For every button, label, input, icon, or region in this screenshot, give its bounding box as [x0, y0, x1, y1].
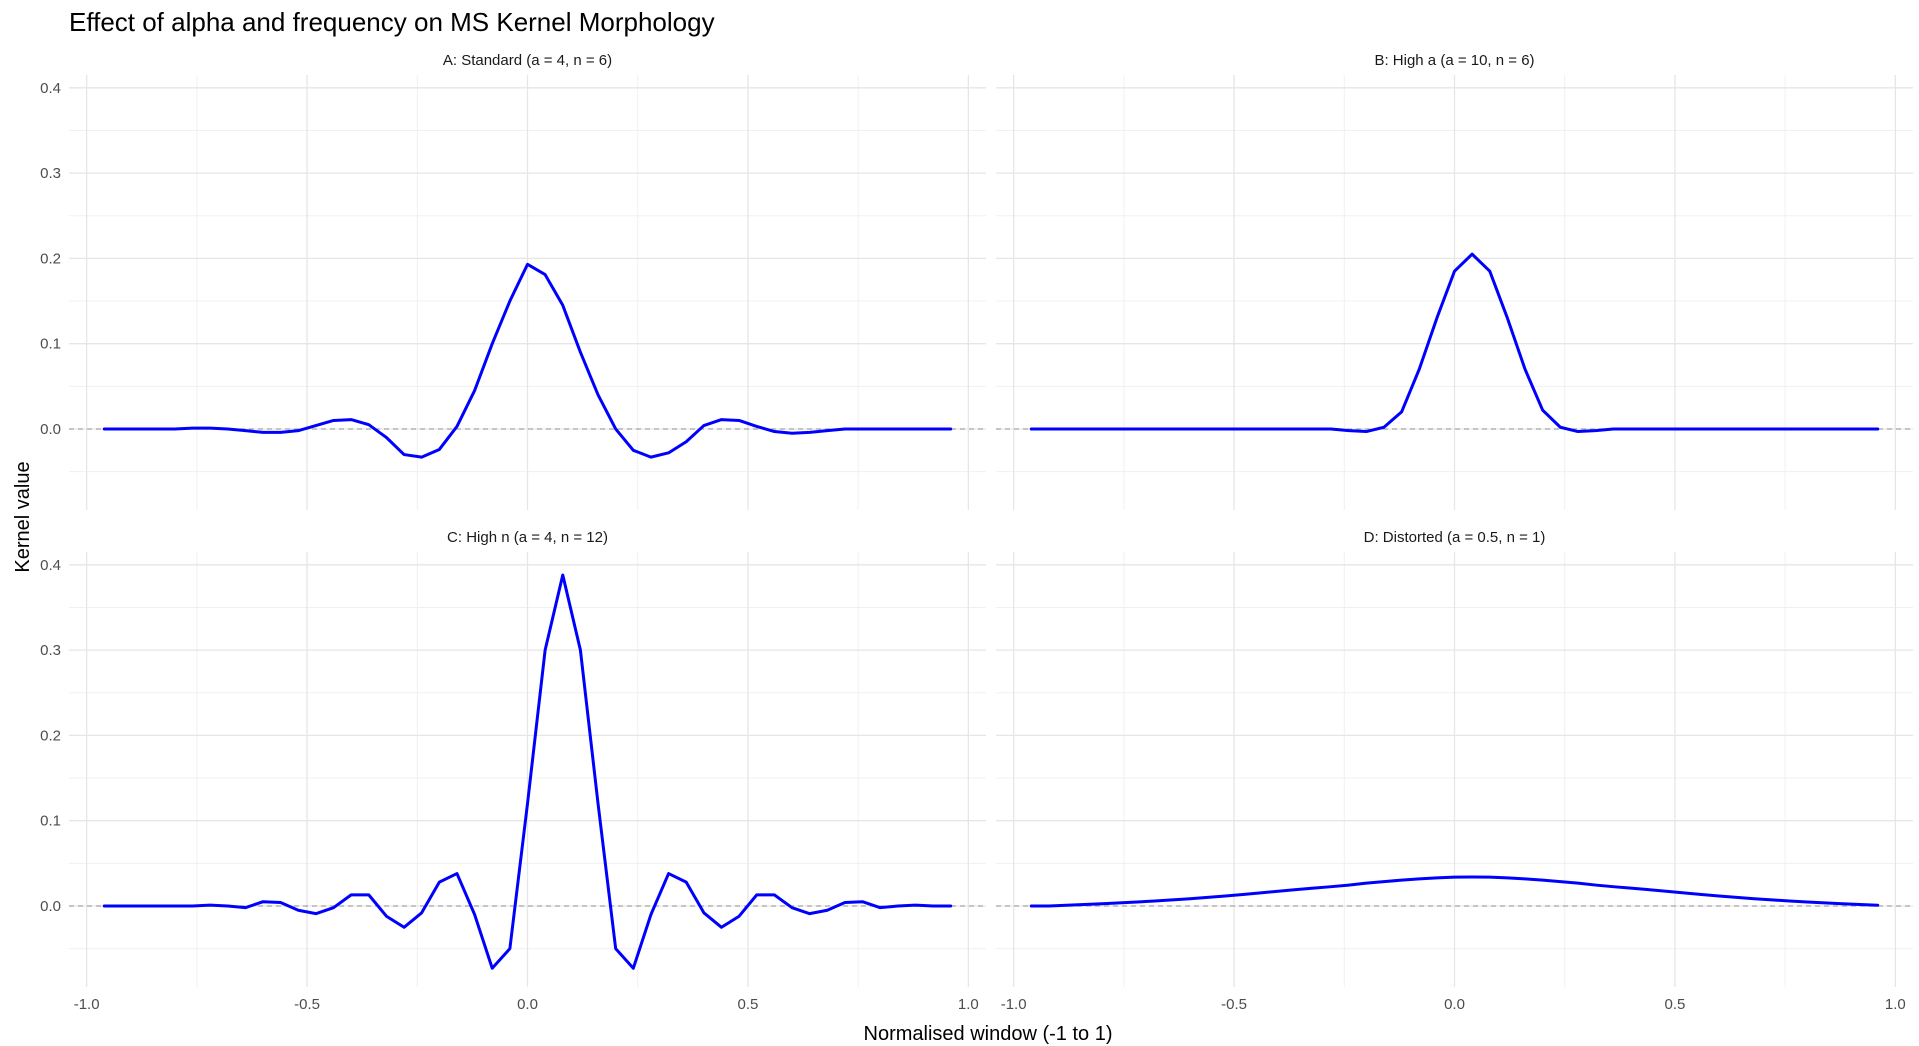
y-tick-label: 0.1 [40, 336, 61, 353]
y-tick-label: 0.3 [40, 165, 61, 182]
panel-strip-label: D: Distorted (a = 0.5, n = 1) [1364, 529, 1546, 546]
facet-panel: C: High n (a = 4, n = 12) 0.0 0.1 0.2 0.3 0.4… [40, 529, 986, 1013]
panel-strip-label: B: High a (a = 10, n = 6) [1374, 52, 1534, 69]
x-tick-label: 0.0 [517, 996, 538, 1013]
x-tick-label: 1.0 [958, 996, 979, 1013]
panel-strip-label: C: High n (a = 4, n = 12) [447, 529, 608, 546]
y-tick-label: 0.4 [40, 80, 61, 97]
facet-panel: A: Standard (a = 4, n = 6) 0.0 0.1 0.2 0.3 0.… [40, 52, 986, 510]
facet-panel: D: Distorted (a = 0.5, n = 1) -1.0 -0.5 0.0… [996, 529, 1913, 1013]
facet-panels: A: Standard (a = 4, n = 6) 0.0 0.1 0.2 0.3 0.… [40, 52, 1913, 1013]
y-tick-label: 0.4 [40, 557, 61, 574]
chart-title: Effect of alpha and frequency on MS Kern… [69, 7, 715, 37]
kernel-series-line [1029, 252, 1880, 434]
kernel-series-line [1029, 875, 1880, 908]
x-tick-label: 0.0 [1444, 996, 1465, 1013]
x-tick-label: -0.5 [1221, 996, 1247, 1013]
x-tick-label: 0.5 [738, 996, 759, 1013]
x-tick-label: -1.0 [74, 996, 100, 1013]
x-tick-label: 0.5 [1665, 996, 1686, 1013]
y-tick-label: 0.3 [40, 642, 61, 659]
x-tick-label: -1.0 [1001, 996, 1027, 1013]
y-tick-label: 0.2 [40, 727, 61, 744]
kernel-series-line [102, 573, 953, 970]
panel-strip-label: A: Standard (a = 4, n = 6) [443, 52, 612, 69]
y-tick-label: 0.2 [40, 250, 61, 267]
y-axis-title: Kernel value [12, 461, 34, 572]
y-tick-label: 0.1 [40, 813, 61, 830]
y-tick-label: 0.0 [40, 898, 61, 915]
x-axis-title: Normalised window (-1 to 1) [864, 1023, 1113, 1045]
kernel-series-line [102, 262, 953, 459]
facet-panel: B: High a (a = 10, n = 6) [996, 52, 1913, 510]
y-tick-label: 0.0 [40, 421, 61, 438]
x-tick-label: -0.5 [294, 996, 320, 1013]
x-tick-label: 1.0 [1885, 996, 1906, 1013]
